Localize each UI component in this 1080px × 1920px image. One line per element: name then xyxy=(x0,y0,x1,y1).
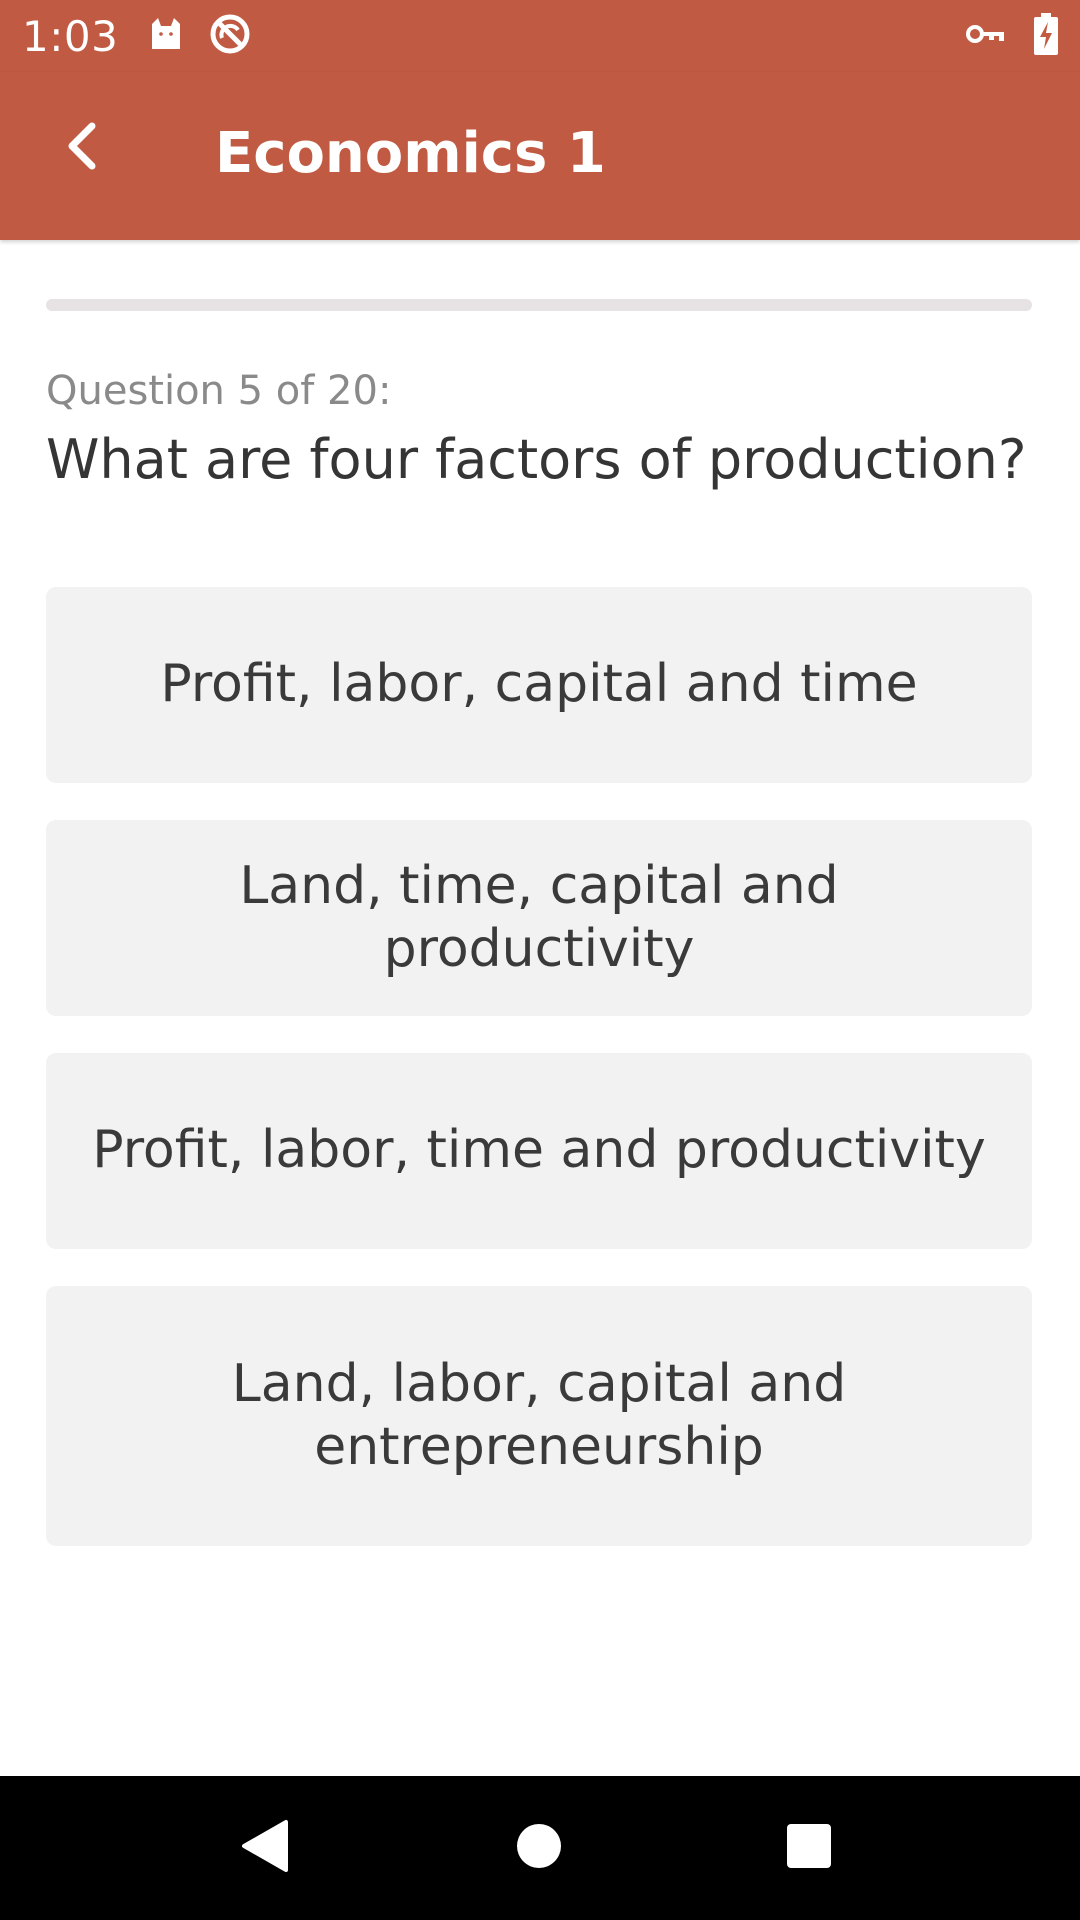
answer-option-1[interactable]: Profit, labor, capital and time xyxy=(46,587,1032,783)
answer-label: Land, labor, capital and entrepreneurshi… xyxy=(231,1353,847,1477)
nav-home-button[interactable] xyxy=(479,1776,599,1920)
question-text: What are four factors of production? xyxy=(46,428,1027,491)
question-counter: Question 5 of 20: xyxy=(46,368,392,414)
chevron-left-icon xyxy=(62,120,102,177)
no-sync-icon xyxy=(208,12,252,61)
answer-label: Land, time, capital and productivity xyxy=(239,855,839,979)
back-triangle-icon xyxy=(240,1819,290,1878)
answer-list: Profit, labor, capital and time Land, ti… xyxy=(46,587,1032,1583)
battery-charging-icon xyxy=(1034,12,1058,60)
answer-label: Profit, labor, time and productivity xyxy=(92,1120,986,1181)
answer-option-2[interactable]: Land, time, capital and productivity xyxy=(46,820,1032,1016)
recents-square-icon xyxy=(786,1823,832,1874)
answer-option-4[interactable]: Land, labor, capital and entrepreneurshi… xyxy=(46,1286,1032,1546)
page-title: Economics 1 xyxy=(215,121,606,186)
cat-icon xyxy=(148,16,184,57)
system-nav-bar xyxy=(0,1776,1080,1920)
app-bar: Economics 1 xyxy=(0,72,1080,240)
nav-recents-button[interactable] xyxy=(749,1776,869,1920)
status-bar: 1:03 xyxy=(0,0,1080,72)
answer-label: Profit, labor, capital and time xyxy=(160,654,918,715)
nav-back-button[interactable] xyxy=(205,1776,325,1920)
quiz-progress-bar xyxy=(46,299,1032,311)
vpn-key-icon xyxy=(966,21,1006,52)
status-time: 1:03 xyxy=(22,11,119,61)
answer-option-3[interactable]: Profit, labor, time and productivity xyxy=(46,1053,1032,1249)
home-circle-icon xyxy=(516,1823,562,1874)
back-button[interactable] xyxy=(46,112,118,184)
